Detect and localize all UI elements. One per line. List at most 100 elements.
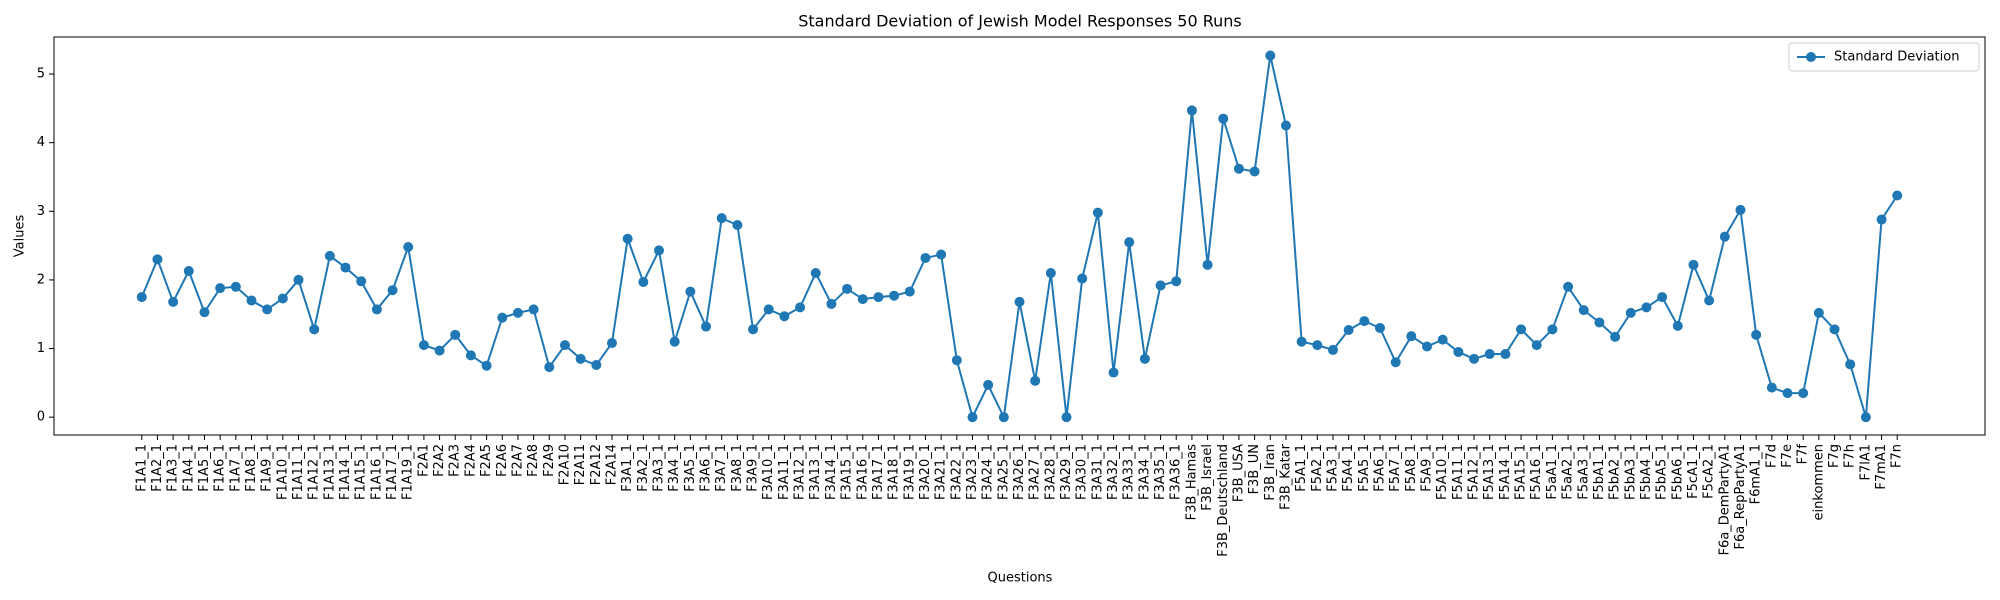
x-tick-label: F1A8_1 [244, 444, 259, 492]
x-tick-label: F3A7_1 [714, 444, 729, 492]
data-point [1516, 324, 1527, 335]
data-point [340, 262, 351, 273]
data-point [748, 324, 759, 335]
data-point [1249, 166, 1260, 177]
x-tick-label: F5aA3_1 [1576, 444, 1591, 500]
y-tick-label: 3 [37, 204, 45, 219]
x-tick-label: F5cA1_1 [1686, 444, 1701, 499]
x-tick-label: F5aA2_1 [1561, 444, 1576, 500]
data-point [434, 345, 445, 356]
x-tick-label: F1A3_1 [166, 444, 181, 492]
data-point [1688, 259, 1699, 270]
x-tick-label: F2A11 [573, 444, 588, 485]
x-tick-label: F3A5_1 [683, 444, 698, 492]
x-tick-label: F3A26_1 [1012, 444, 1027, 500]
data-point [309, 324, 320, 335]
data-point [544, 362, 555, 373]
y-axis-label: Values [13, 215, 28, 258]
data-point [622, 233, 633, 244]
x-tick-label: F5A2_1 [1310, 444, 1325, 492]
x-tick-label: F5bA6_1 [1670, 444, 1685, 500]
legend-label: Standard Deviation [1834, 50, 1959, 65]
data-point [1813, 307, 1824, 318]
x-tick-label: F5bA5_1 [1655, 444, 1670, 500]
data-point [998, 412, 1009, 423]
data-point [716, 213, 727, 224]
data-point [215, 283, 226, 294]
data-point [889, 290, 900, 301]
x-tick-label: F3A23_1 [965, 444, 980, 500]
x-tick-label: F3A6_1 [699, 444, 714, 492]
data-point [465, 350, 476, 361]
x-tick-label: F3B_Hamas [1184, 444, 1199, 521]
x-tick-label: F1A17_1 [385, 444, 400, 500]
x-tick-label: F3A35_1 [1153, 444, 1168, 500]
x-tick-label: F3A28_1 [1043, 444, 1058, 500]
x-tick-label: F7lA1 [1858, 444, 1873, 481]
data-point [1374, 322, 1385, 333]
data-point [1312, 340, 1323, 351]
x-tick-label: F3A17_1 [871, 444, 886, 500]
data-point [1014, 296, 1025, 307]
data-point [1077, 273, 1088, 284]
x-tick-label: F3A33_1 [1122, 444, 1137, 500]
data-point [904, 286, 915, 297]
data-point [1437, 334, 1448, 345]
data-point [873, 292, 884, 303]
data-point [936, 249, 947, 260]
x-tick-label: F1A2_1 [150, 444, 165, 492]
data-point [951, 355, 962, 366]
data-point [528, 304, 539, 315]
legend-box [1788, 42, 1980, 72]
data-point [857, 294, 868, 305]
y-tick-label: 0 [37, 410, 45, 425]
x-tick-label: F3A10_1 [761, 444, 776, 500]
x-tick-label: F7n [1890, 444, 1905, 468]
x-tick-label: F3A18_1 [887, 444, 902, 500]
data-point [591, 360, 602, 371]
x-tick-label: F7f [1796, 444, 1811, 465]
x-tick-label: F5A11_1 [1451, 444, 1466, 500]
data-point [403, 241, 414, 252]
x-tick-label: F3B_USA [1231, 444, 1246, 502]
data-point [732, 220, 743, 231]
data-point [1719, 231, 1730, 242]
x-tick-label: F2A3 [448, 444, 463, 477]
x-tick-label: F2A9 [542, 444, 557, 477]
data-point [669, 336, 680, 347]
data-point [136, 292, 147, 303]
data-point [512, 307, 523, 318]
data-point [324, 250, 335, 261]
x-tick-label: F2A10 [557, 444, 572, 485]
x-tick-label: F3A22_1 [949, 444, 964, 500]
data-point [1030, 375, 1041, 386]
x-tick-label: F1A4_1 [181, 444, 196, 492]
data-point [1218, 113, 1229, 124]
data-point [1108, 367, 1119, 378]
x-tick-label: F3A4_1 [667, 444, 682, 492]
x-tick-label: F5A1_1 [1294, 444, 1309, 492]
data-point [356, 276, 367, 287]
x-axis-label: Questions [988, 571, 1053, 586]
data-point [497, 312, 508, 323]
x-tick-label: F1A14_1 [338, 444, 353, 500]
x-tick-label: F3A8_1 [730, 444, 745, 492]
data-point [1469, 353, 1480, 364]
data-point [559, 340, 570, 351]
data-point [1359, 316, 1370, 327]
x-tick-label: F3A24_1 [981, 444, 996, 500]
data-point [1327, 344, 1338, 355]
x-tick-label: F3A13_1 [808, 444, 823, 500]
x-tick-label: F2A6 [495, 444, 510, 477]
data-point [1406, 331, 1417, 342]
data-point [685, 286, 696, 297]
x-tick-label: F5bA1_1 [1592, 444, 1607, 500]
data-point [1453, 346, 1464, 357]
data-point [1390, 357, 1401, 368]
x-tick-label: F3B_UN [1247, 444, 1262, 494]
x-tick-label: F5bA3_1 [1623, 444, 1638, 500]
x-tick-label: F1A10_1 [275, 444, 290, 500]
data-point [1829, 324, 1840, 335]
data-point [1202, 259, 1213, 270]
data-point [1531, 340, 1542, 351]
